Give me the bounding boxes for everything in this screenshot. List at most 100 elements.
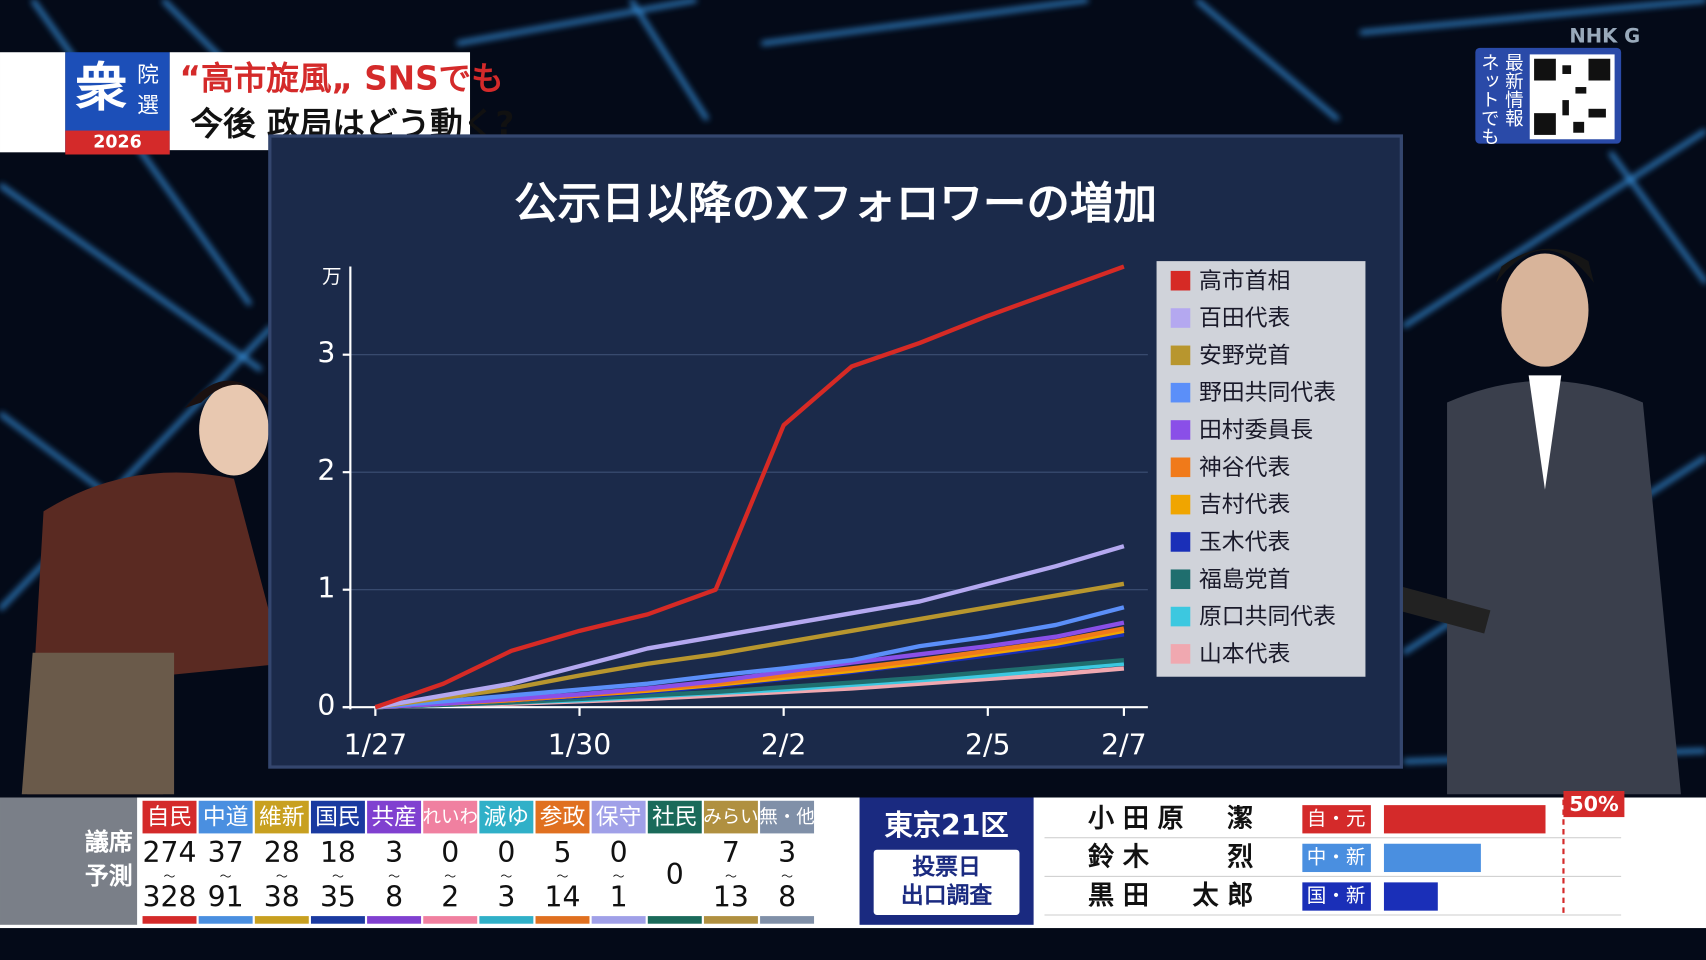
headline: “高市旋風„ SNSでも <box>180 60 504 98</box>
party-header <box>367 800 422 834</box>
party-header <box>703 800 758 834</box>
logo-year-box <box>65 130 170 155</box>
series-line <box>375 581 1125 710</box>
y-tick-label: 1 <box>317 572 335 605</box>
x-tick-label: 2/2 <box>761 728 807 761</box>
party-strip <box>367 916 422 924</box>
candidate-name: 小田原 潔 <box>1088 804 1262 834</box>
party-header <box>423 800 478 834</box>
exit-poll-button <box>873 849 1020 916</box>
seat-high: 91 <box>208 881 244 914</box>
legend-label: 神谷代表 <box>1199 455 1290 481</box>
legend-swatch <box>1170 382 1191 403</box>
broadcaster-logo: NHK G <box>1569 24 1640 47</box>
party-strip <box>310 916 365 924</box>
party-strip <box>535 916 590 924</box>
x-tick-label: 1/27 <box>344 728 407 761</box>
seat-high: 8 <box>385 881 403 914</box>
legend-swatch <box>1170 606 1191 627</box>
party-header <box>142 800 197 834</box>
exit-poll-button-text: 出口調査 <box>901 882 992 909</box>
exit-poll-button-text: 投票日 <box>912 855 980 881</box>
share-bar <box>1383 843 1481 873</box>
party-tag-text: 中・新 <box>1307 845 1366 868</box>
legend-label: 原口共同代表 <box>1199 604 1336 630</box>
series-line <box>374 264 1125 710</box>
qr-pattern <box>1534 58 1611 135</box>
seat-low: 28 <box>264 836 300 869</box>
seat-low: 3 <box>385 836 403 869</box>
seat-high: 8 <box>778 881 796 914</box>
seat-high: 13 <box>713 881 749 914</box>
y-tick-label: 2 <box>317 454 335 487</box>
legend-swatch <box>1170 644 1191 664</box>
seat-separator: 〜 <box>164 869 176 883</box>
share-bar <box>1383 882 1438 911</box>
legend-swatch <box>1170 308 1191 328</box>
candidate-name: 黒田 太郎 <box>1088 880 1262 911</box>
seat-high: 14 <box>545 881 581 914</box>
party-strip <box>198 916 253 924</box>
legend-label: 高市首相 <box>1199 268 1290 294</box>
seat-separator: 〜 <box>388 869 400 883</box>
seat-separator: 〜 <box>613 869 625 883</box>
party-header <box>591 800 646 834</box>
seat-label-box <box>0 797 138 925</box>
party-strip <box>591 916 646 924</box>
legend-label: 山本代表 <box>1199 641 1290 667</box>
legend-label: 玉木代表 <box>1199 530 1290 556</box>
banner-tab <box>0 52 66 153</box>
seat-separator: 〜 <box>276 869 288 883</box>
party-header <box>310 800 365 834</box>
legend-label: 田村委員長 <box>1199 418 1313 444</box>
seat-high: 2 <box>441 881 459 914</box>
seat-separator: 〜 <box>557 869 569 883</box>
party-header <box>198 800 253 834</box>
legend-label: 吉村代表 <box>1199 492 1290 518</box>
x-tick-label: 1/30 <box>548 728 611 761</box>
legend-label: 百田代表 <box>1199 306 1290 332</box>
party-name: 共産 <box>371 805 417 831</box>
party-strip <box>479 916 534 924</box>
party-name: 自民 <box>147 805 193 831</box>
presenter-left <box>21 380 283 795</box>
seat-separator: 〜 <box>332 869 344 883</box>
legend-label: 安野党首 <box>1199 343 1290 369</box>
y-tick-label: 0 <box>317 689 335 722</box>
party-name: 減ゆ <box>484 805 530 831</box>
candidate-name: 鈴木 烈 <box>1088 841 1262 872</box>
marker-label: 50% <box>1569 792 1619 816</box>
seat-low: 274 <box>143 836 197 869</box>
party-tag <box>1302 882 1371 911</box>
party-strip <box>254 916 309 924</box>
party-tag-text: 自・元 <box>1307 807 1366 830</box>
logo-side: 選 <box>137 94 159 119</box>
logo-side: 院 <box>137 63 159 88</box>
party-header <box>760 800 815 834</box>
seat-low: 18 <box>320 836 356 869</box>
party-tag <box>1302 805 1371 834</box>
seat-value: 0 <box>666 858 684 891</box>
party-strip <box>703 916 758 924</box>
series-line <box>375 620 1125 710</box>
series-line <box>375 605 1125 710</box>
seat-label: 議席 <box>85 828 133 856</box>
legend-swatch <box>1170 270 1191 291</box>
legend-swatch <box>1170 457 1191 478</box>
series-line <box>374 544 1125 710</box>
legend-swatch <box>1170 532 1191 552</box>
party-strip <box>142 916 197 924</box>
seat-low: 0 <box>497 836 515 869</box>
party-name: れいわ <box>422 807 477 828</box>
seat-separator: 〜 <box>725 869 737 883</box>
qr-note: ネットでも <box>1478 53 1499 145</box>
seat-label: 予測 <box>85 862 133 890</box>
legend-box <box>1156 261 1366 677</box>
chart-title: 公示日以降のXフォロワーの増加 <box>514 180 1157 230</box>
seat-separator: 〜 <box>220 869 232 883</box>
presenter-right <box>1326 248 1681 795</box>
seat-separator: 〜 <box>500 869 512 883</box>
party-strip <box>760 916 815 924</box>
headline-box <box>169 52 471 151</box>
